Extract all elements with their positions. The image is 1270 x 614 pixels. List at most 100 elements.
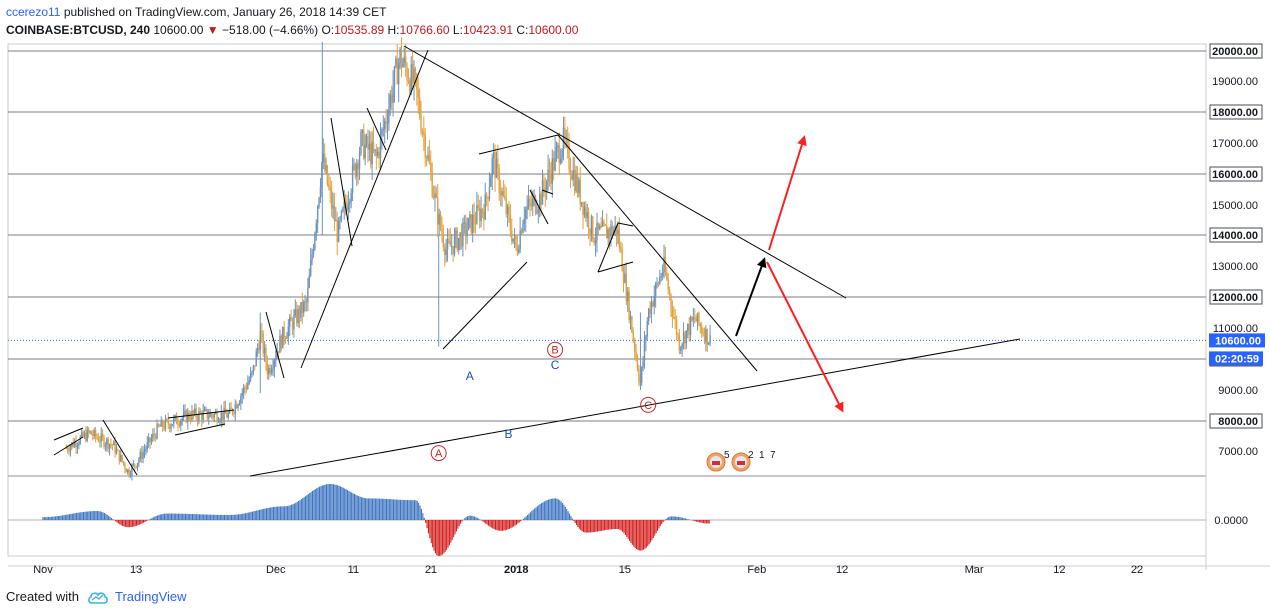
- candle-body: [83, 432, 86, 437]
- trend-line[interactable]: [167, 409, 235, 419]
- candle-body: [406, 66, 408, 80]
- candle-body: [481, 209, 484, 212]
- candle-body: [548, 169, 551, 175]
- tradingview-link[interactable]: TradingView: [114, 589, 187, 604]
- candle-body: [607, 229, 609, 239]
- wave-label-circle: [430, 445, 447, 462]
- candle-body: [379, 135, 382, 159]
- trend-line[interactable]: [174, 423, 226, 436]
- candle-body: [389, 94, 391, 108]
- candle-body: [312, 248, 315, 255]
- trend-line[interactable]: [617, 222, 634, 227]
- candle-body: [342, 208, 344, 212]
- trend-line[interactable]: [53, 427, 84, 441]
- event-count-label: 7: [770, 450, 776, 461]
- trend-line[interactable]: [529, 189, 549, 225]
- candle-body: [304, 301, 306, 303]
- wave-label-circle: [547, 341, 564, 358]
- trend-line[interactable]: [541, 189, 554, 195]
- candle-body: [87, 429, 90, 433]
- y-tick-label: 14000.00: [1212, 230, 1258, 242]
- candle-body: [309, 260, 312, 276]
- candle-body: [108, 444, 111, 449]
- candle-body: [413, 68, 415, 83]
- candle-body: [495, 158, 498, 178]
- candle-body: [69, 446, 72, 452]
- candle-body: [688, 323, 690, 335]
- candle-body: [397, 63, 400, 85]
- candle-body: [579, 179, 581, 205]
- trend-line[interactable]: [442, 261, 528, 350]
- candle-body: [400, 48, 403, 67]
- candle-body: [685, 330, 688, 344]
- candle-body: [195, 408, 197, 418]
- wave-label: C: [551, 358, 560, 372]
- trend-line[interactable]: [300, 49, 429, 369]
- candle-body: [262, 333, 264, 354]
- candle-body: [643, 340, 646, 361]
- trend-line[interactable]: [53, 436, 84, 456]
- symbol-label[interactable]: COINBASE:BTCUSD, 240: [6, 23, 151, 37]
- candle-body: [424, 134, 426, 158]
- candle-body: [706, 328, 709, 345]
- candle-body: [135, 466, 137, 468]
- candle-body: [667, 279, 669, 290]
- trend-line[interactable]: [265, 311, 285, 379]
- trend-line[interactable]: [403, 45, 847, 299]
- candle-body: [502, 191, 505, 196]
- candle-body: [219, 420, 221, 422]
- candle-body: [258, 347, 260, 350]
- trend-line[interactable]: [366, 107, 387, 151]
- candle-body: [603, 221, 605, 225]
- candle-body: [485, 194, 488, 198]
- candle-body: [678, 335, 681, 351]
- trend-line[interactable]: [557, 134, 758, 372]
- candle-body: [230, 407, 232, 409]
- candle-body: [286, 337, 288, 339]
- candle-body: [501, 191, 503, 196]
- projection-arrow-up[interactable]: [768, 135, 807, 251]
- candle-body: [478, 208, 481, 221]
- candle-body: [465, 222, 467, 237]
- candle-body: [451, 246, 453, 248]
- trend-line[interactable]: [597, 222, 619, 273]
- candle-body: [518, 249, 520, 253]
- projection-arrow-down[interactable]: [766, 261, 844, 413]
- candle-body: [68, 450, 70, 452]
- candle-body: [442, 234, 445, 247]
- candle-body: [550, 174, 552, 184]
- candle-body: [543, 179, 545, 189]
- trend-line[interactable]: [249, 338, 1021, 477]
- projection-arrow-black[interactable]: [735, 257, 767, 337]
- trend-line[interactable]: [478, 134, 559, 155]
- candle-body: [388, 107, 390, 124]
- wave-label: B: [505, 427, 513, 441]
- candle-body: [65, 448, 67, 449]
- last-price: 10600.00: [153, 23, 204, 37]
- trend-line[interactable]: [330, 117, 353, 247]
- candle-body: [480, 209, 482, 221]
- candle-body: [163, 427, 165, 429]
- candle-body: [532, 199, 534, 207]
- author-link[interactable]: ccerezo11: [6, 5, 61, 19]
- trend-line[interactable]: [102, 419, 138, 476]
- trend-line[interactable]: [597, 261, 634, 273]
- candle-body: [604, 224, 607, 226]
- x-tick-label: Mar: [965, 564, 984, 576]
- candle-body: [469, 214, 471, 219]
- candle-body: [499, 193, 502, 196]
- candle-body: [445, 249, 447, 256]
- candle-body: [627, 291, 629, 302]
- low-value: 10423.91: [462, 23, 513, 37]
- candle-body: [466, 230, 468, 237]
- candle-body: [586, 212, 588, 218]
- candle-body: [256, 347, 259, 352]
- y-tick-label: 12000.00: [1212, 292, 1258, 304]
- candle-body: [512, 238, 514, 242]
- candle-body: [621, 248, 623, 272]
- candle-body: [339, 219, 341, 221]
- candle-body: [476, 205, 478, 224]
- candle-body: [444, 246, 446, 256]
- candle-body: [161, 420, 164, 428]
